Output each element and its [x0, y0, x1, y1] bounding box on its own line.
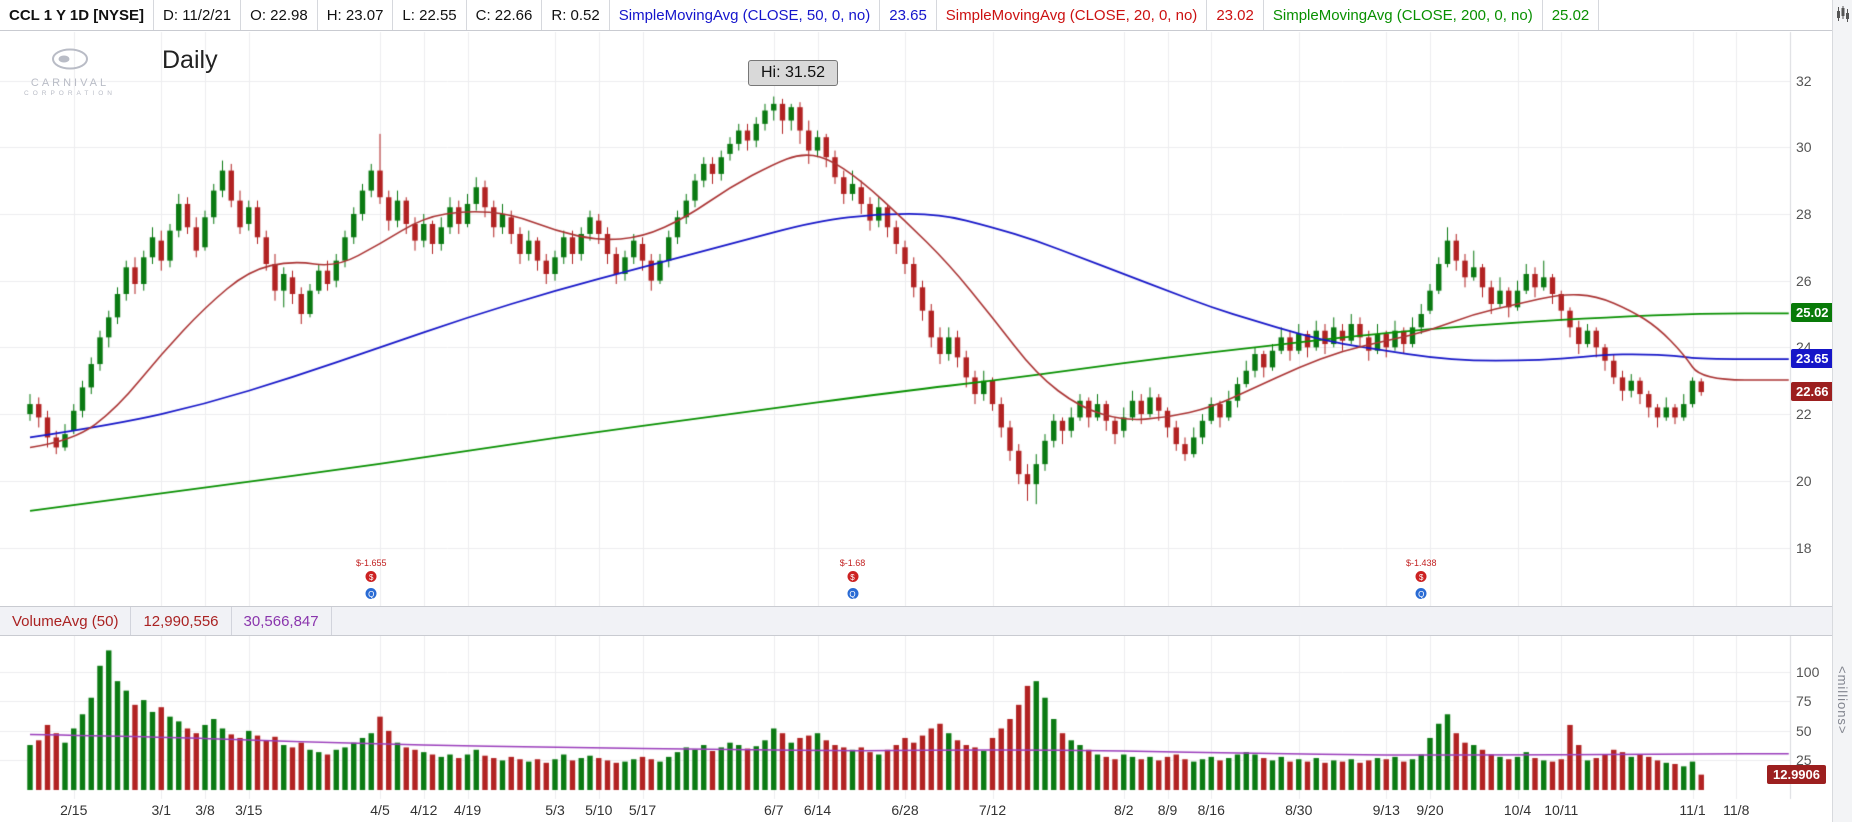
- quote-field: C: 22.66: [467, 0, 543, 30]
- date-axis-label: 7/12: [978, 802, 1007, 818]
- date-axis-label: 3/8: [195, 802, 215, 818]
- volume-axis-label: 75: [1796, 693, 1812, 710]
- date-axis-label: 6/7: [764, 802, 784, 818]
- study-label[interactable]: SimpleMovingAvg (CLOSE, 50, 0, no): [610, 0, 881, 30]
- quote-field: L: 22.55: [393, 0, 467, 30]
- carnival-funnel-icon: [52, 48, 88, 70]
- right-side-strip: [1832, 0, 1852, 822]
- volume-axis-label: 50: [1796, 722, 1812, 739]
- price-axis-label: 22: [1796, 406, 1812, 423]
- high-annotation-tooltip: Hi: 31.52: [748, 60, 839, 86]
- date-axis-label: 8/2: [1114, 802, 1134, 818]
- volume-avg-label[interactable]: VolumeAvg (50): [0, 607, 132, 635]
- chart-header: CCL 1 Y 1D [NYSE] D: 11/2/21 O: 22.98 H: 2…: [0, 0, 1832, 31]
- earnings-marker-icon[interactable]: Q: [364, 587, 378, 600]
- date-axis-label: 10/11: [1544, 802, 1579, 818]
- price-axis-label: 20: [1796, 472, 1812, 489]
- price-axis-label: 18: [1796, 539, 1812, 556]
- price-axis-badge: 22.66: [1791, 382, 1834, 402]
- date-axis-label: 8/9: [1157, 802, 1178, 818]
- date-axis-label: 5/10: [585, 802, 613, 818]
- volume-current-value: 12,990,556: [131, 607, 232, 635]
- dividend-marker-icon[interactable]: $: [846, 570, 859, 583]
- date-axis-label: 3/15: [235, 802, 263, 818]
- price-axis-label: 32: [1796, 72, 1812, 89]
- watermark-subname: CORPORATION: [24, 90, 116, 97]
- date-axis-label: 3/1: [151, 802, 171, 818]
- quote-field: R: 0.52: [542, 0, 610, 30]
- date-axis-label: 2/15: [60, 802, 88, 818]
- date-axis-label: 10/4: [1503, 802, 1532, 818]
- study-label[interactable]: SimpleMovingAvg (CLOSE, 200, 0, no): [1264, 0, 1543, 30]
- symbol-title: CCL 1 Y 1D [NYSE]: [0, 0, 155, 30]
- date-axis-label: 4/12: [410, 802, 438, 818]
- date-axis-label: 8/30: [1285, 802, 1313, 818]
- carnival-watermark: CARNIVAL CORPORATION: [22, 48, 118, 97]
- study-value: 23.65: [880, 0, 937, 30]
- quote-field: H: 23.07: [318, 0, 394, 30]
- date-axis-label: 4/19: [453, 802, 482, 818]
- price-axis-badge: 23.65: [1791, 349, 1834, 369]
- date-axis-label: 11/1: [1679, 802, 1706, 818]
- timeframe-label: Daily: [162, 46, 218, 74]
- volume-pane: [0, 636, 1790, 790]
- earnings-marker-icon[interactable]: Q: [846, 587, 859, 600]
- watermark-name: CARNIVAL: [30, 77, 110, 89]
- date-axis-label: 11/8: [1723, 802, 1750, 818]
- volume-axis-label: 100: [1796, 663, 1820, 680]
- dividend-marker-icon[interactable]: $: [1414, 570, 1428, 583]
- volume-unit-label: <millions>: [1835, 666, 1850, 735]
- date-axis-label: 5/3: [545, 802, 565, 818]
- price-axis-label: 30: [1796, 139, 1812, 156]
- dividend-amount-label: $-1.655: [355, 558, 387, 568]
- date-axis-label: 4/5: [370, 802, 390, 818]
- study-value: 25.02: [1543, 0, 1600, 30]
- date-axis-label: 8/16: [1197, 802, 1225, 818]
- earnings-marker-icon[interactable]: Q: [1414, 587, 1428, 600]
- price-pane: [0, 32, 1790, 606]
- quote-field: D: 11/2/21: [154, 0, 242, 30]
- volume-average-value: 30,566,847: [232, 607, 332, 635]
- study-label[interactable]: SimpleMovingAvg (CLOSE, 20, 0, no): [937, 0, 1208, 30]
- date-axis-label: 6/14: [803, 802, 832, 818]
- date-axis-label: 9/13: [1372, 802, 1400, 818]
- dividend-amount-label: $-1.438: [1405, 558, 1437, 568]
- dividend-amount-label: $-1.68: [839, 558, 866, 568]
- study-value: 23.02: [1207, 0, 1264, 30]
- price-axis-label: 26: [1796, 272, 1812, 289]
- date-axis-label: 9/20: [1416, 802, 1444, 818]
- price-axis-label: 28: [1796, 205, 1812, 222]
- date-axis-label: 5/17: [628, 802, 657, 818]
- quote-field: O: 22.98: [241, 0, 318, 30]
- date-axis-label: 6/28: [891, 802, 919, 818]
- price-axis-badge: 25.02: [1791, 303, 1834, 323]
- volume-axis-badge: 12.9906: [1767, 764, 1826, 784]
- chart-style-icon[interactable]: [1836, 5, 1850, 23]
- volume-axis-label: 25: [1796, 752, 1812, 769]
- dividend-marker-icon[interactable]: $: [364, 570, 378, 583]
- volume-study-header: VolumeAvg (50) 12,990,556 30,566,847: [0, 606, 1832, 636]
